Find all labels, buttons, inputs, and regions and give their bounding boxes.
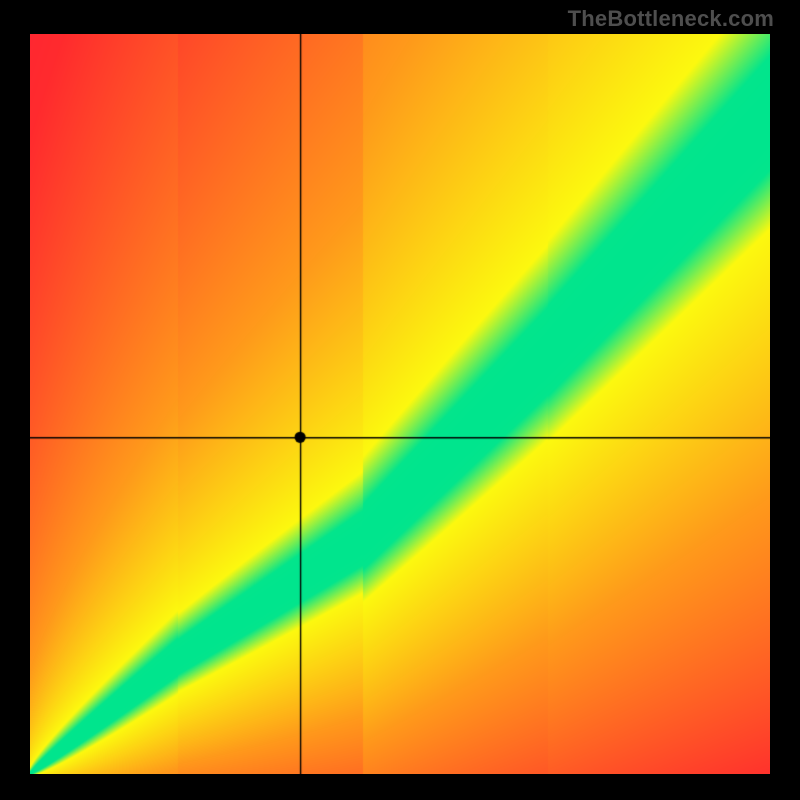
bottleneck-heatmap xyxy=(30,34,770,774)
source-watermark: TheBottleneck.com xyxy=(568,6,774,32)
chart-frame: TheBottleneck.com xyxy=(0,0,800,800)
